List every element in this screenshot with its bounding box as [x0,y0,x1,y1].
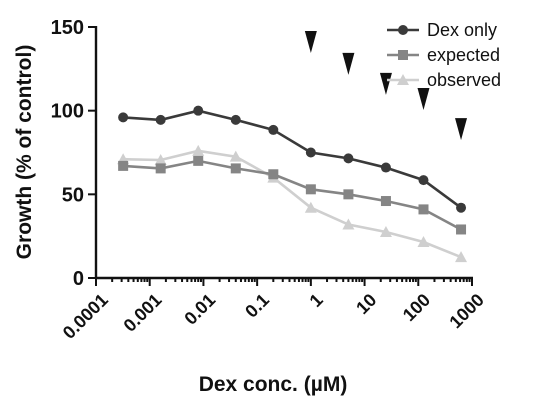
legend-item: observed [387,70,501,90]
data-point [229,150,242,162]
x-tick-label: 100 [399,290,434,325]
data-point [342,218,355,230]
data-point [455,251,468,263]
arrowhead-annotation [455,118,468,141]
x-tick-label: 1 [306,290,327,311]
data-point [305,184,316,195]
data-point [230,114,241,125]
y-tick-label: 150 [51,17,84,39]
data-point [193,105,204,116]
data-point [343,189,354,200]
series-line [123,149,462,259]
data-point [192,144,205,156]
data-point [456,202,467,213]
legend-marker-icon [398,25,408,35]
y-tick-label: 0 [73,268,84,290]
series-line [123,159,462,231]
series-layer [117,105,468,263]
x-tick-label: 1000 [445,290,487,332]
data-point [155,114,166,125]
arrowhead-annotation [342,52,355,75]
arrowhead-annotation [417,87,430,110]
legend-label: observed [427,70,501,90]
data-point [379,225,392,237]
data-point [268,124,279,135]
legend-item: Dex only [387,20,497,40]
data-point [305,147,316,158]
data-point [154,154,167,166]
x-axis-label: Dex conc. (µM) [199,373,348,396]
x-tick-label: 0.1 [241,290,273,322]
y-tick-label: 100 [51,101,84,123]
legend-label: Dex only [427,20,497,40]
x-tick-label: 0.0001 [59,290,112,343]
data-point [118,160,129,171]
data-point [230,163,241,174]
data-point [343,153,354,164]
data-point [418,204,429,215]
y-tick-label: 50 [62,184,84,206]
x-tick-label: 0.001 [120,290,166,336]
arrowhead-annotation [304,31,317,54]
data-point [456,224,467,235]
data-point [380,162,391,173]
x-tick-label: 10 [352,290,380,318]
data-point [155,163,166,174]
legend-label: expected [427,45,500,65]
data-point [268,169,279,180]
annotation-layer [304,31,468,141]
arrowhead-annotation [379,72,392,95]
data-point [118,112,129,123]
series-line [123,109,462,209]
legend-marker-icon [397,74,409,85]
series-dex-only [118,105,467,213]
legend-marker-icon [398,50,408,60]
y-axis-label: Growth (% of control) [13,45,36,260]
legend-item: expected [387,45,500,65]
legend: Dex only expected observed [387,20,501,90]
x-tick-label: 0.01 [180,290,219,329]
data-point [418,175,429,186]
series-expected [118,155,467,235]
data-point [193,155,204,166]
series-observed [117,144,468,263]
data-point [417,236,430,248]
data-point [304,201,317,213]
data-point [380,196,391,207]
